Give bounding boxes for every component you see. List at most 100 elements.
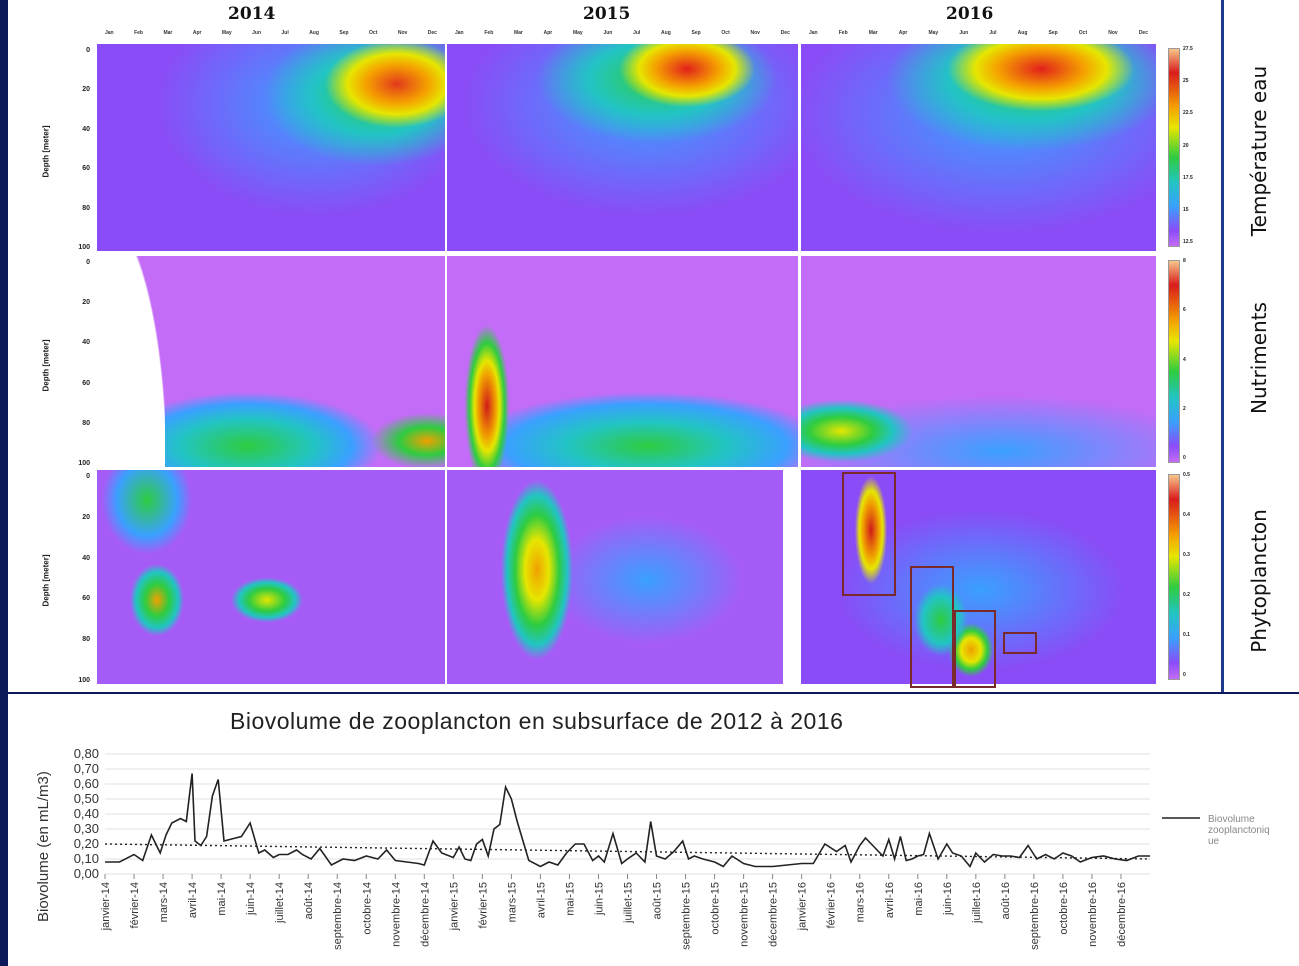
depth-tick: 0: [86, 259, 90, 266]
month-tick: Apr: [898, 30, 908, 36]
colorbar-tick: 2: [1183, 405, 1186, 412]
x-tick-label: mars-14: [158, 882, 170, 922]
month-tick: Jul: [281, 30, 289, 36]
year-label-2015: 2015: [583, 4, 631, 24]
y-tick-label: 0,60: [74, 776, 99, 791]
x-tick-label: mai-16: [913, 882, 925, 916]
month-tick: Oct: [369, 30, 378, 36]
colorbar-tick: 20: [1183, 142, 1189, 149]
series-line-biovolume: [105, 773, 1150, 869]
month-tick: Feb: [838, 30, 848, 36]
depth-tick: 20: [82, 513, 90, 521]
depth-tick: 20: [82, 299, 90, 307]
y-tick-label: 0,20: [74, 836, 99, 851]
heatmap-phytoplankton-2014: [97, 470, 445, 684]
depth-tick: 100: [78, 244, 90, 251]
month-axis-2016: Jan Feb Mar Apr May Jun Jul Aug Sep Oct Nov Dec: [809, 30, 1148, 42]
colorbar-tick: 8: [1183, 258, 1186, 264]
x-tick-label: août-15: [652, 882, 664, 919]
month-tick: Dec: [1138, 30, 1148, 36]
x-tick-label: juillet-14: [274, 882, 286, 924]
depth-tick: 100: [78, 460, 90, 467]
heatmap-temperature-2016: [801, 44, 1156, 251]
month-tick: Nov: [750, 30, 760, 36]
month-tick: Feb: [134, 30, 143, 36]
month-tick: Dec: [780, 30, 790, 36]
x-tick-label: décembre-16: [1116, 882, 1128, 947]
depth-axis-label: Depth [meter]: [41, 124, 51, 177]
month-tick: Apr: [192, 30, 202, 36]
x-tick-label: septembre-16: [1029, 882, 1041, 950]
month-tick: Sep: [339, 30, 349, 36]
month-tick: Sep: [691, 30, 701, 36]
month-tick: Feb: [484, 30, 494, 36]
month-tick: Jul: [633, 30, 641, 36]
month-tick: Nov: [397, 30, 408, 36]
trend-line: [104, 843, 1151, 860]
colorbar-tick: 0.3: [1183, 552, 1190, 558]
legend-label-part: ue: [1208, 836, 1220, 847]
zooplankton-line-chart: 0,800,700,600,500,400,300,200,100,00 Biov…: [35, 746, 1270, 950]
depth-tick: 60: [82, 595, 90, 603]
x-tick-label: octobre-15: [710, 882, 722, 935]
colorbar-tick: 4: [1183, 356, 1186, 363]
x-tick-label: juin-15: [593, 882, 605, 916]
month-tick: Aug: [661, 30, 671, 36]
x-tick-label: octobre-14: [361, 882, 373, 935]
highlight-box: [910, 566, 954, 688]
depth-axis-label: Depth [meter]: [41, 338, 51, 391]
x-tick-label: janvier-15: [448, 882, 460, 931]
x-tick-label: avril-16: [884, 882, 896, 918]
x-tick-label: janvier-14: [100, 882, 112, 931]
month-tick: Oct: [1078, 30, 1088, 36]
y-tick-label: 0,30: [74, 821, 99, 836]
no-data-area: [783, 470, 801, 684]
colorbar-temperature: [1168, 48, 1180, 247]
colorbar-tick: 12.5: [1183, 239, 1193, 245]
month-tick: Jan: [455, 30, 464, 36]
x-tick-label: avril-15: [535, 882, 547, 918]
colorbar-tick: 0: [1183, 672, 1186, 678]
month-tick: Jul: [989, 30, 997, 36]
depth-tick: 0: [86, 47, 90, 54]
highlight-box: [954, 610, 996, 688]
depth-tick: 100: [78, 677, 90, 684]
highlight-box: [1003, 632, 1037, 654]
row-title-phytoplankton: Phytoplancton: [1247, 509, 1271, 653]
colorbar-nutrients: [1168, 260, 1180, 463]
colorbar-tick: 0: [1183, 455, 1186, 461]
month-tick: Jan: [105, 30, 114, 36]
month-tick: Jun: [603, 30, 613, 36]
month-tick: Mar: [868, 30, 878, 36]
month-tick: Mar: [513, 30, 523, 36]
row-title-temperature: Température eau: [1247, 65, 1271, 237]
x-tick-label: août-14: [303, 882, 315, 919]
colorbar-tick: 25: [1183, 78, 1189, 85]
depth-tick: 60: [82, 165, 90, 173]
month-tick: Dec: [427, 30, 437, 36]
month-tick: Nov: [1108, 30, 1118, 36]
y-tick-label: 0,70: [74, 761, 99, 776]
month-tick: Apr: [543, 30, 553, 36]
depth-tick: 60: [82, 379, 90, 387]
heatmap-temperature-2014: [97, 44, 445, 251]
colorbar-tick: 0.5: [1183, 472, 1190, 478]
heatmap-phytoplankton-2015: [447, 470, 783, 684]
month-tick: Jun: [959, 30, 969, 36]
depth-tick: 20: [82, 86, 90, 94]
y-tick-label: 0,50: [74, 791, 99, 806]
month-tick: Aug: [309, 30, 319, 36]
y-tick-label: 0,00: [74, 866, 99, 881]
x-tick-label: juin-16: [942, 882, 954, 916]
depth-axis-label: Depth [meter]: [41, 554, 51, 607]
month-axis-2015: Jan Feb Mar Apr May Jun Jul Aug Sep Oct Nov Dec: [455, 30, 790, 42]
x-tick-label: novembre-14: [390, 882, 402, 947]
y-tick-label: 0,80: [74, 746, 99, 761]
depth-tick: 40: [82, 125, 90, 133]
colorbar-tick: 0.2: [1183, 592, 1190, 598]
x-tick-label: novembre-15: [739, 882, 751, 947]
colorbar-phytoplankton: [1168, 474, 1180, 680]
x-tick-label: juin-14: [245, 882, 257, 916]
x-tick-label: avril-14: [187, 882, 199, 918]
month-axis-2014: Jan Feb Mar Apr May Jun Jul Aug Sep Oct Nov Dec: [105, 30, 437, 42]
